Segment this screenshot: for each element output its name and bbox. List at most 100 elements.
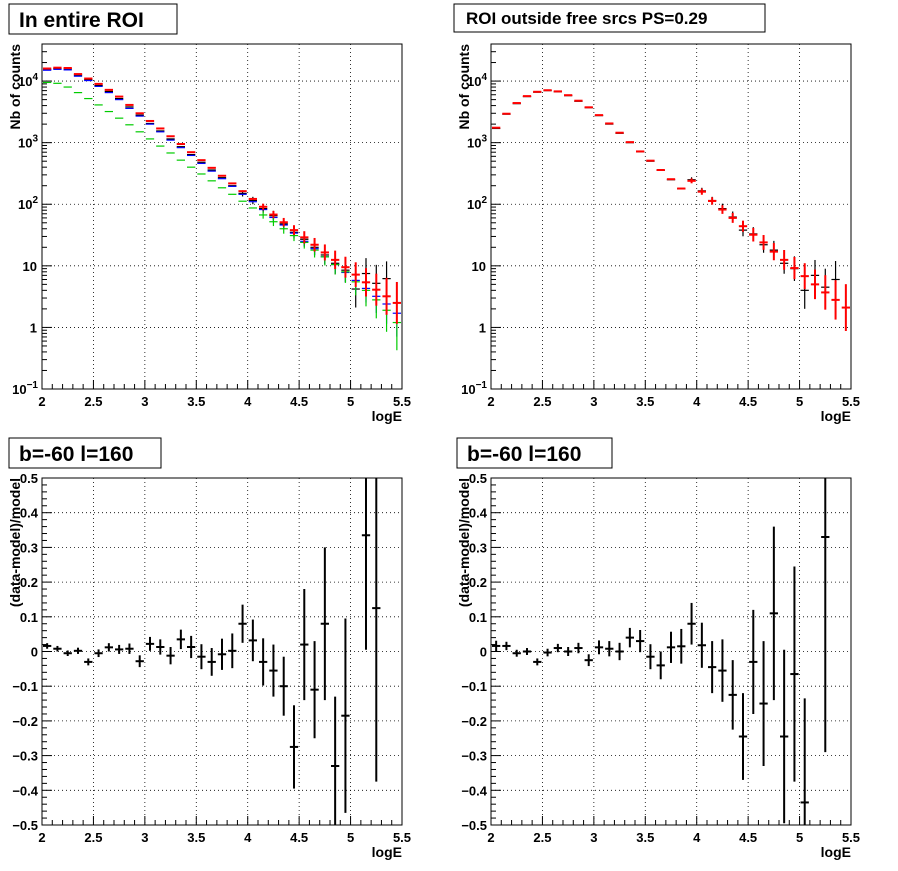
panel-residual-right: 2 2.5 3 3.5 4 4.5 5 5.5 −0.5 −0.4 −0.3 −0.2 −0.1 0 0.1… <box>456 437 860 860</box>
x-tick-label: 2 <box>38 394 45 409</box>
data-point <box>269 217 278 227</box>
x-tick-label: 2.5 <box>84 394 102 409</box>
data-point <box>574 642 583 654</box>
data-point <box>759 641 768 767</box>
data-point <box>176 629 185 650</box>
y-tick-label: 0 <box>480 645 487 660</box>
x-tick-label: 2 <box>38 830 45 845</box>
data-point <box>738 220 748 232</box>
data-point <box>351 262 360 287</box>
data-point <box>279 656 288 716</box>
y-tick-label: 104 <box>467 72 487 89</box>
data-point <box>553 643 562 653</box>
data-series <box>492 478 830 825</box>
data-point <box>708 641 717 694</box>
y-tick-label: 0.5 <box>20 471 38 486</box>
data-point <box>718 639 727 702</box>
plot-frame <box>41 477 403 826</box>
data-point <box>372 273 381 306</box>
data-point <box>84 658 93 666</box>
x-tick-label: 5 <box>347 830 354 845</box>
y-tick-label: 0.4 <box>20 506 39 521</box>
data-point <box>94 649 103 658</box>
x-tick-label: 3.5 <box>636 394 654 409</box>
x-tick-label: 2.5 <box>533 394 551 409</box>
y-tick-label: 10−1 <box>12 380 38 397</box>
data-series <box>492 90 840 309</box>
y-axis-title: (data-model)/model <box>456 478 472 607</box>
x-tick-label: 2 <box>487 830 494 845</box>
data-point <box>289 705 299 789</box>
y-tick-label: −0.1 <box>461 679 487 694</box>
y-tick-label: 0.3 <box>20 540 38 555</box>
y-tick-label: 10 <box>472 259 486 274</box>
x-tick-label: 5.5 <box>842 394 860 409</box>
data-point <box>687 178 696 184</box>
data-point <box>780 649 789 824</box>
data-point <box>310 641 319 739</box>
x-tick-label: 5 <box>347 394 354 409</box>
data-point <box>248 196 257 205</box>
data-point <box>759 235 768 250</box>
x-tick-label: 3 <box>141 830 148 845</box>
chart-title-box <box>453 3 766 33</box>
data-point <box>646 644 655 670</box>
y-tick-label: 102 <box>467 195 487 212</box>
data-point <box>43 643 52 649</box>
data-point <box>800 263 809 290</box>
x-tick-label: 4 <box>244 394 252 409</box>
data-point <box>615 642 624 661</box>
y-tick-label: 0.5 <box>469 471 487 486</box>
data-point <box>728 660 737 730</box>
data-point <box>656 651 665 680</box>
data-point <box>300 589 309 701</box>
data-point <box>738 693 748 780</box>
data-point <box>187 635 196 659</box>
data-point <box>522 648 532 655</box>
y-tick-label: 0.4 <box>469 506 488 521</box>
chart-title: In entire ROI <box>19 9 144 32</box>
x-tick-label: 4.5 <box>290 394 308 409</box>
data-point <box>289 225 299 236</box>
data-point <box>708 197 717 205</box>
y-tick-label: −0.2 <box>12 714 38 729</box>
data-point <box>259 638 268 686</box>
y-tick-label: 0 <box>31 645 38 660</box>
data-point <box>259 211 268 219</box>
data-point <box>769 243 778 261</box>
y-tick-label: 103 <box>467 134 487 151</box>
data-point <box>331 250 340 270</box>
data-point <box>831 280 840 320</box>
data-point <box>207 648 216 676</box>
data-point <box>666 631 676 663</box>
data-point <box>135 655 144 668</box>
data-point <box>320 244 329 261</box>
x-tick-label: 3 <box>590 830 597 845</box>
data-point <box>584 654 593 667</box>
data-point <box>372 478 381 782</box>
x-tick-label: 3.5 <box>187 394 205 409</box>
y-tick-label: 1 <box>479 320 486 335</box>
chart-title: ROI outside free srcs PS=0.29 <box>466 9 707 28</box>
y-axis-title: Nb of counts <box>456 44 472 130</box>
data-point <box>279 217 288 227</box>
data-point <box>749 609 758 714</box>
y-axis-title: Nb of counts <box>7 44 23 130</box>
data-point <box>492 640 501 652</box>
x-tick-label: 5.5 <box>393 830 411 845</box>
y-tick-label: 102 <box>18 195 38 212</box>
x-axis-title: logE <box>372 408 402 424</box>
x-tick-label: 5.5 <box>842 830 860 845</box>
data-point <box>310 237 319 252</box>
y-tick-label: −0.5 <box>12 818 38 833</box>
chart-title-box <box>8 437 162 469</box>
data-point <box>73 647 83 654</box>
data-series <box>492 89 850 331</box>
y-tick-label: 103 <box>18 134 38 151</box>
data-point <box>392 281 401 324</box>
y-tick-label: −0.4 <box>461 783 487 798</box>
chart-title: b=-60 l=160 <box>19 443 133 466</box>
y-tick-label: 0.3 <box>469 540 487 555</box>
y-tick-label: 0.2 <box>469 575 487 590</box>
